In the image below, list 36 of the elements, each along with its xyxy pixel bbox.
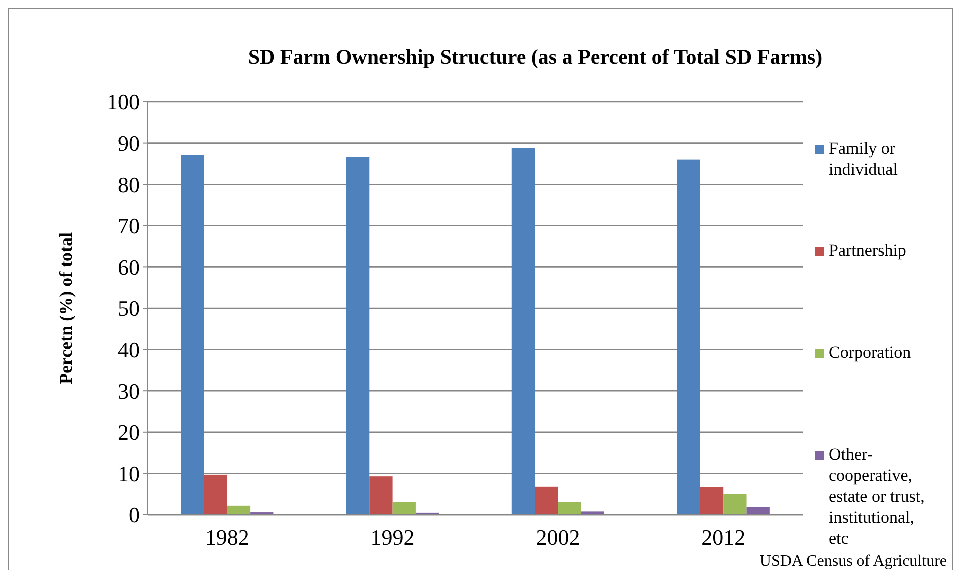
bar (724, 494, 747, 515)
legend-label: Partnership (829, 241, 906, 260)
y-tick-label: 50 (118, 296, 140, 322)
y-tick-label: 40 (118, 338, 140, 362)
bar (700, 487, 724, 515)
bar (535, 486, 558, 515)
y-tick-label: 30 (118, 378, 140, 404)
bar (581, 512, 605, 515)
bar (746, 507, 770, 515)
bar (677, 160, 700, 515)
y-axis-title: Percetn (%) of total (56, 232, 76, 385)
y-tick-label: 0 (129, 502, 140, 528)
bar (204, 474, 228, 515)
y-tick-label: 100 (107, 90, 140, 115)
x-tick-label: 2012 (702, 525, 746, 550)
y-tick-label: 80 (118, 172, 140, 198)
bar (346, 157, 370, 515)
y-tick-label: 90 (118, 131, 140, 156)
bar (227, 506, 251, 515)
y-tick-label: 60 (118, 254, 140, 280)
y-tick-label: 10 (118, 461, 140, 486)
bar (181, 155, 204, 515)
text: USDA Census of Agriculture (760, 553, 947, 570)
legend-label: Other- cooperative, estate or trust, institutional, etc (829, 445, 925, 548)
x-tick-label: 1992 (370, 525, 415, 550)
y-tick-label: 70 (118, 214, 140, 239)
bar (558, 502, 582, 515)
legend-label: Family or individual (829, 139, 898, 179)
x-tick-label: 2002 (536, 525, 580, 550)
legend-label: Corporation (829, 343, 912, 362)
bar (392, 502, 416, 515)
y-tick-label: 20 (118, 420, 140, 446)
bar (512, 148, 536, 515)
chart-title: SD Farm Ownership Structure (as a Percent of Total SD Farms) (248, 45, 823, 69)
x-tick-label: 1982 (205, 525, 250, 550)
bar (370, 476, 393, 515)
